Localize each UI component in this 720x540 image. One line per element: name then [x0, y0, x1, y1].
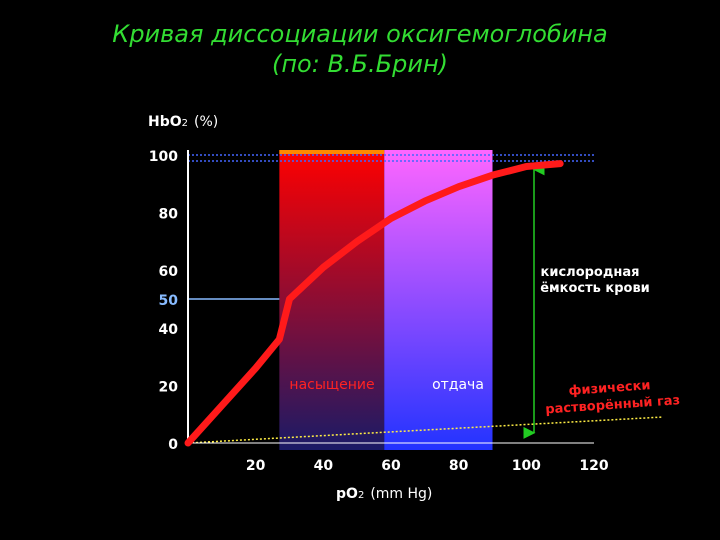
curve-point	[458, 186, 460, 188]
x-tick-label: 20	[246, 458, 266, 474]
x-axis-label: pO2 (mm Hg)	[336, 486, 432, 502]
y-tick-label: 0	[168, 437, 178, 453]
chart-title-line-1: Кривая диссоциации оксигемоглобина	[112, 20, 608, 48]
y-tick-label: 80	[159, 207, 179, 223]
y-tick-label: 50	[159, 293, 179, 309]
curve-point	[255, 367, 257, 369]
curve-point	[278, 338, 280, 340]
zone-saturation	[279, 150, 385, 450]
curve-point	[390, 217, 392, 219]
x-tick-label: 100	[512, 458, 541, 474]
capacity-label-line-2: ёмкость крови	[540, 281, 650, 296]
y-tick-label: 60	[159, 264, 179, 280]
chart-marks	[184, 160, 564, 447]
y-tick-label: 20	[159, 379, 179, 395]
chart-zones	[279, 150, 493, 450]
curve-point	[559, 163, 561, 165]
dissolved-gas-label-line-1: физически	[568, 378, 651, 399]
x-tick-label: 60	[381, 458, 401, 474]
chart-axes: 0 20 40 50 60 80 100 20 40 60 80 100 120	[149, 149, 609, 474]
curve-point	[492, 174, 493, 176]
zone-release	[384, 150, 493, 450]
dissolved-gas-line	[187, 416, 662, 444]
zone-saturation-cap	[279, 150, 385, 154]
x-tick-label: 120	[579, 458, 608, 474]
curve-point	[525, 166, 527, 168]
x-tick-label: 80	[449, 458, 469, 474]
y-tick-label: 40	[159, 322, 179, 338]
chart-title-line-2: (по: В.Б.Брин)	[272, 50, 448, 78]
curve-point	[187, 442, 189, 444]
curve-point	[322, 266, 324, 268]
y-axis-label: HbO2 (%)	[148, 114, 218, 130]
curve-point	[424, 200, 426, 202]
capacity-label-line-1: кислородная	[541, 265, 640, 280]
y-tick-label: 100	[149, 149, 178, 165]
curve-point	[221, 405, 223, 407]
x-tick-label: 40	[314, 458, 334, 474]
curve-point	[289, 298, 290, 300]
dissolved-gas-label-line-2: растворённый газ	[545, 393, 681, 417]
zone-label-release: отдача	[432, 377, 484, 393]
chart-guides	[187, 154, 662, 444]
zone-label-saturation: насыщение	[289, 377, 374, 393]
curve-point	[356, 240, 358, 242]
